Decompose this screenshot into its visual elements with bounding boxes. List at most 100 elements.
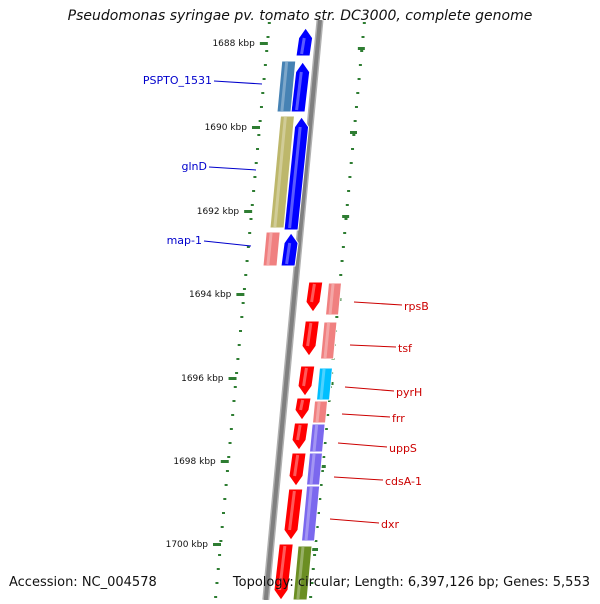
minor-tick [258,120,262,122]
scale-label: 1694 kbp [189,290,232,300]
major-tick [244,210,253,213]
minor-tick [259,106,263,108]
minor-tick [313,554,317,556]
forward-label-leader [203,240,252,247]
genome-summary-text: Topology: circular; Length: 6,397,126 bp… [232,575,590,590]
reverse-gene-arrow [301,320,320,357]
reverse-gene-label: pyrH [396,386,422,399]
forward-cog-band-shine [280,61,289,112]
scale-label: 1698 kbp [173,457,216,467]
reverse-cog-band-shine [304,486,313,541]
minor-tick [242,288,246,290]
minor-tick [239,330,243,332]
reverse-gene-arrow-shine [306,322,313,347]
scale-label: 1688 kbp [212,39,255,49]
major-tick [228,377,237,380]
minor-tick [345,204,349,206]
reverse-gene-label: rpsB [404,300,429,313]
minor-tick [309,596,313,598]
minor-tick [256,148,260,150]
reverse-label-leader [333,476,384,481]
minor-tick [358,64,362,66]
reverse-gene-arrow [273,543,294,601]
minor-tick [228,442,232,444]
forward-cog-band [276,60,297,113]
reverse-gene-arrow [305,281,324,313]
reverse-gene-arrow [283,488,304,541]
minor-tick [314,540,318,542]
minor-tick [254,162,258,164]
forward-gene-label: PSPTO_1531 [143,74,212,87]
forward-gene-arrow [283,116,310,231]
forward-gene-arrow-shine [285,242,292,265]
reverse-gene-arrow-shine [288,490,296,531]
minor-tick [227,456,231,458]
reverse-label-leader [349,344,397,348]
forward-label-leader [208,166,257,171]
minor-tick [225,470,229,472]
reverse-cog-band [315,367,334,401]
minor-tick [322,456,326,458]
major-tick [259,42,268,45]
reverse-gene-label: dxr [381,518,399,531]
minor-tick [250,204,254,206]
minor-tick [214,596,218,598]
minor-tick [320,470,324,472]
minor-tick [354,106,358,108]
forward-cog-band-shine [273,116,287,228]
reverse-gene-arrow [288,452,307,487]
major-tick [349,131,357,134]
minor-tick [252,190,256,192]
minor-tick [351,148,355,150]
minor-tick [343,232,347,234]
minor-tick [220,526,224,528]
minor-tick [341,246,345,248]
major-tick [236,293,245,296]
minor-tick [221,512,225,514]
minor-tick [232,400,236,402]
minor-tick [347,190,351,192]
major-tick [342,215,350,218]
reverse-gene-arrow-shine [278,545,287,591]
reverse-cog-band [319,321,338,360]
reverse-cog-band-shine [319,368,326,400]
reverse-gene-arrow-shine [302,367,308,387]
minor-tick [335,316,339,318]
minor-tick [262,78,266,80]
minor-tick [248,232,252,234]
minor-tick [362,22,366,24]
minor-tick [352,134,356,136]
minor-tick [231,414,235,416]
minor-tick [324,428,328,430]
reverse-cog-band-shine [296,546,305,600]
minor-tick [311,568,315,570]
minor-tick [348,176,352,178]
minor-tick [237,344,241,346]
forward-cog-band-shine [266,232,273,266]
reverse-label-leader [344,386,395,392]
minor-tick [356,92,360,94]
reverse-gene-label: cdsA-1 [385,475,422,488]
minor-tick [236,358,240,360]
minor-tick [360,50,364,52]
minor-tick [327,400,331,402]
reverse-cog-band [305,452,324,486]
minor-tick [263,64,267,66]
reverse-cog-band-shine [328,283,335,315]
minor-tick [319,484,323,486]
reverse-gene-label: tsf [398,342,413,355]
reverse-cog-band [324,282,343,316]
minor-tick [216,568,220,570]
reverse-gene-arrow-shine [293,454,300,477]
reverse-gene-arrow-shine [296,424,302,441]
minor-tick [267,22,271,24]
reverse-label-leader [341,413,391,418]
reverse-cog-band-shine [312,424,319,452]
reverse-gene-arrow [297,365,316,397]
minor-tick [233,386,237,388]
minor-tick [316,512,320,514]
minor-tick [339,274,343,276]
minor-tick [361,36,365,38]
